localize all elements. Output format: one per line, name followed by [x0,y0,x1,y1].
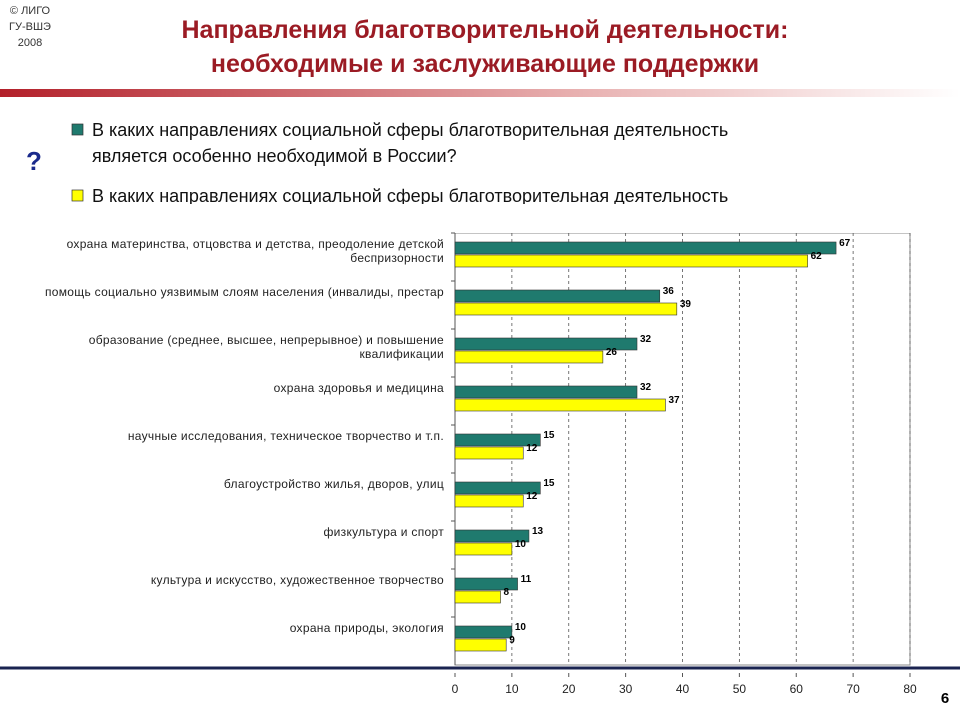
legend-label: В каких направлениях социальной сферы бл… [92,120,728,166]
bar [454,241,837,255]
value-label: 11 [521,574,532,585]
bar [454,638,507,652]
bar [454,542,513,556]
bar [454,433,541,447]
bar [454,289,661,303]
plot-background [0,204,960,233]
legend-label: В каких направлениях социальной сферы бл… [92,186,728,206]
value-label: 13 [532,526,544,537]
logo-line: 2008 [18,37,42,49]
x-tick-label: 10 [505,682,519,696]
value-label: 12 [526,443,538,454]
x-tick-label: 20 [562,682,576,696]
title-line: необходимые и заслуживающие поддержки [211,50,759,78]
value-label: 37 [668,395,680,406]
bar [454,302,678,316]
value-label: 15 [543,478,555,489]
value-label: 26 [606,347,618,358]
x-tick-label: 30 [619,682,633,696]
category-label: охрана здоровья и медицина [273,381,444,395]
value-label: 8 [504,587,510,598]
category-label: физкультура и спорт [323,525,444,539]
value-label: 62 [811,251,823,262]
bar [454,446,524,460]
question-mark: ? [26,146,42,176]
value-label: 12 [526,491,538,502]
value-label: 36 [663,286,675,297]
category-label: научные исследования, техническое творче… [127,429,444,443]
bar [454,494,524,508]
legend-swatch [71,189,84,202]
bar [454,481,541,495]
category-label: помощь социально уязвимым слоям населени… [44,285,444,299]
x-tick-label: 0 [452,682,459,696]
value-label: 32 [640,334,652,345]
value-label: 10 [515,539,527,550]
bar [454,529,530,543]
value-label: 67 [839,238,851,249]
bar [454,590,501,604]
page-number: 6 [941,690,949,707]
x-tick-label: 40 [676,682,690,696]
bar [454,254,808,268]
x-tick-label: 50 [733,682,747,696]
x-tick-label: 80 [903,682,917,696]
bar [454,350,604,364]
value-label: 32 [640,382,652,393]
bar [454,625,513,639]
category-label: культура и искусство, художественное тво… [150,573,444,587]
bar [454,398,666,412]
bar [454,577,518,591]
category-label: образование (среднее, высшее, непрерывно… [88,333,444,361]
value-label: 15 [543,430,555,441]
bar [454,337,638,351]
value-label: 10 [515,622,527,633]
category-label: охрана природы, экология [289,621,444,635]
category-label: охрана материнства, отцовства и детства,… [66,237,444,265]
bar [454,385,638,399]
value-label: 39 [680,299,692,310]
category-label: благоустройство жилья, дворов, улиц [223,477,444,491]
logo-line: © ЛИГО [10,5,51,17]
logo-line: ГУ-ВШЭ [9,21,51,33]
x-tick-label: 60 [790,682,804,696]
legend-swatch [71,123,84,136]
title-line: Направления благотворительной деятельнос… [182,16,789,44]
value-label: 9 [509,635,515,646]
title-rule [0,89,960,97]
x-tick-label: 70 [846,682,860,696]
